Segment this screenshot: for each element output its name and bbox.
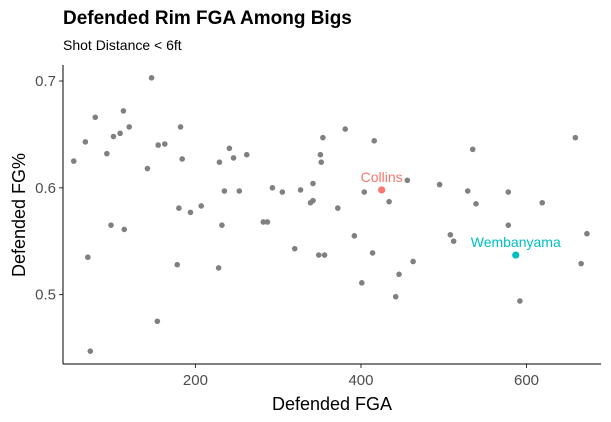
data-point xyxy=(230,155,237,161)
data-point xyxy=(447,231,454,238)
data-point xyxy=(198,203,205,209)
data-point xyxy=(396,271,402,278)
data-point xyxy=(154,318,161,325)
data-point xyxy=(148,75,155,81)
data-point xyxy=(578,260,584,267)
data-point xyxy=(155,142,161,148)
data-point xyxy=(87,348,94,354)
data-point xyxy=(179,156,185,162)
data-point xyxy=(310,197,316,204)
data-point xyxy=(110,133,117,140)
highlight-point xyxy=(378,186,386,194)
data-point xyxy=(369,250,376,256)
data-point xyxy=(176,205,182,211)
data-point xyxy=(371,138,378,144)
data-point xyxy=(117,130,123,137)
data-point xyxy=(264,219,271,225)
data-point xyxy=(243,151,250,158)
data-point xyxy=(334,205,341,211)
data-point xyxy=(187,209,194,216)
data-point xyxy=(85,254,91,261)
data-point xyxy=(236,188,243,194)
data-point xyxy=(505,222,512,228)
data-point xyxy=(572,134,579,141)
data-point xyxy=(104,150,110,157)
data-point xyxy=(318,159,325,165)
x-tick-label: 600 xyxy=(514,372,539,389)
data-point xyxy=(517,298,523,304)
data-point xyxy=(436,181,443,188)
y-tick-label: 0.7 xyxy=(35,73,56,90)
x-tick-label: 200 xyxy=(183,372,208,389)
data-point xyxy=(126,124,133,130)
chart-subtitle: Shot Distance < 6ft xyxy=(63,37,182,53)
data-point xyxy=(539,199,546,206)
data-point xyxy=(108,222,114,228)
data-point xyxy=(464,188,471,194)
data-point xyxy=(177,124,184,130)
data-point xyxy=(92,114,99,121)
y-tick-label: 0.5 xyxy=(35,287,56,304)
data-point xyxy=(310,180,316,187)
data-point xyxy=(321,252,328,258)
data-point xyxy=(82,139,89,145)
data-point xyxy=(361,189,368,195)
data-point xyxy=(450,238,457,244)
data-point xyxy=(358,280,365,286)
data-point xyxy=(505,189,512,195)
data-point xyxy=(469,146,476,153)
data-point xyxy=(584,230,590,237)
data-point xyxy=(392,293,399,300)
data-point xyxy=(174,261,181,268)
data-point xyxy=(410,258,416,265)
data-point xyxy=(226,145,233,152)
highlight-point xyxy=(512,251,520,259)
data-point xyxy=(317,151,324,158)
data-point xyxy=(260,219,267,225)
data-point xyxy=(320,134,326,141)
data-point xyxy=(351,233,358,239)
data-point xyxy=(120,108,127,114)
x-tick-label: 400 xyxy=(348,372,373,389)
data-point xyxy=(315,252,322,258)
data-point xyxy=(473,201,479,207)
data-point xyxy=(162,141,168,147)
data-point xyxy=(219,222,225,228)
x-axis-title: Defended FGA xyxy=(272,394,392,414)
data-point xyxy=(342,126,349,132)
data-point xyxy=(144,165,151,172)
y-tick-label: 0.6 xyxy=(35,180,56,197)
chart-title: Defended Rim FGA Among Bigs xyxy=(63,8,352,29)
data-point xyxy=(269,185,276,191)
y-axis-title: Defended FG% xyxy=(9,153,29,277)
data-point xyxy=(291,245,298,252)
data-point xyxy=(279,189,286,195)
data-point xyxy=(221,188,228,194)
data-point xyxy=(386,198,392,205)
data-point xyxy=(215,265,222,271)
data-point xyxy=(121,226,128,233)
data-point xyxy=(404,177,411,184)
data-point xyxy=(297,187,304,193)
data-point xyxy=(216,159,223,165)
data-point xyxy=(70,158,77,164)
highlight-label: Collins xyxy=(361,169,403,185)
highlight-label: Wembanyama xyxy=(471,234,561,250)
